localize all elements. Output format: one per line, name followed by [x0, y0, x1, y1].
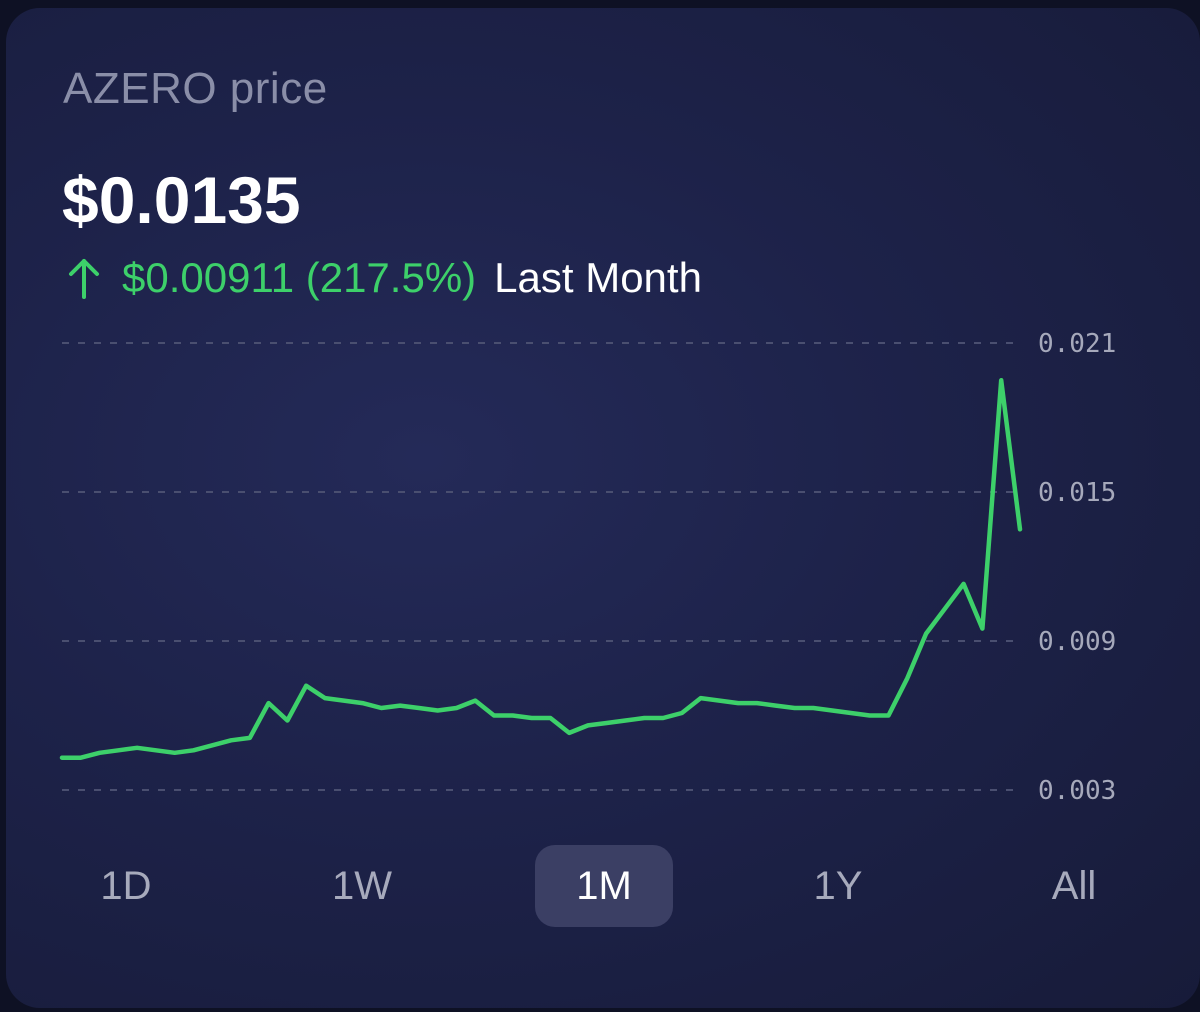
arrow-up-icon: [69, 259, 99, 299]
range-button-all[interactable]: All: [1051, 864, 1097, 908]
chart-title: AZERO price: [63, 64, 328, 113]
range-button-1w[interactable]: 1W: [332, 864, 392, 908]
y-tick-label: 0.009: [1038, 627, 1116, 657]
price-line-chart: 0.021 0.015 0.009 0.003: [59, 329, 1116, 806]
price-series-line: [59, 378, 1023, 760]
range-button-1d[interactable]: 1D: [100, 864, 152, 908]
price-card: AZERO price $0.0135 $0.00911 (217.5%) La…: [6, 8, 1200, 1008]
change-value: $0.00911 (217.5%): [122, 254, 477, 301]
y-tick-labels: 0.021 0.015 0.009 0.003: [1038, 329, 1116, 806]
range-button-1m[interactable]: 1M: [535, 845, 673, 927]
range-button-1y[interactable]: 1Y: [813, 864, 863, 908]
range-selector: 1D 1W 1M 1Y All: [6, 845, 1200, 927]
price-change: $0.00911 (217.5%) Last Month: [66, 254, 702, 302]
y-tick-label: 0.015: [1038, 478, 1116, 508]
y-tick-label: 0.021: [1038, 329, 1116, 359]
change-period: Last Month: [494, 254, 702, 301]
y-tick-label: 0.003: [1038, 776, 1116, 806]
current-price: $0.0135: [62, 163, 301, 237]
series-layer: [59, 378, 1023, 760]
grid-lines: [62, 342, 1022, 791]
